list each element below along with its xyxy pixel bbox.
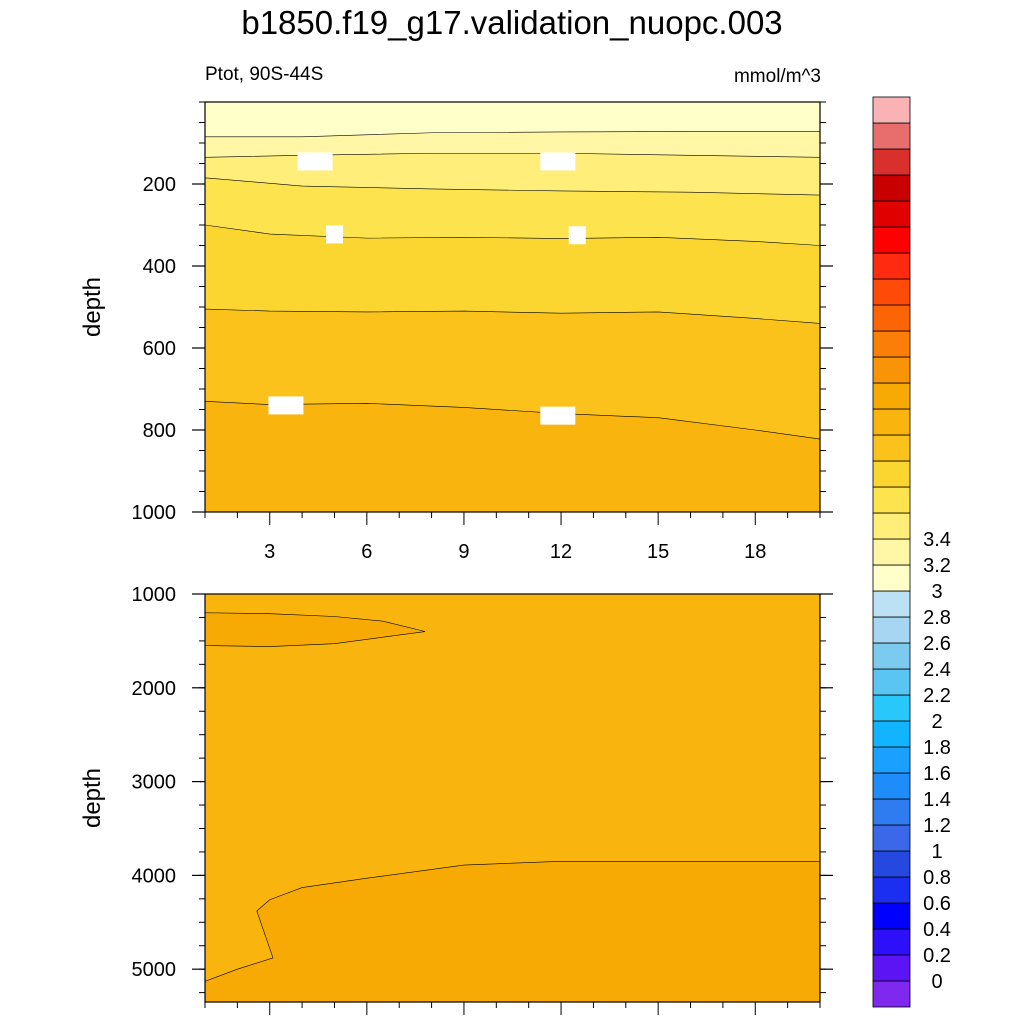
colorbar-swatch <box>872 720 911 748</box>
colorbar-tick-label: 2.4 <box>923 659 951 681</box>
y-axis-label: depth <box>79 768 106 828</box>
colorbar-tick-label: 0 <box>931 971 942 993</box>
colorbar-swatch <box>872 590 911 618</box>
y-tick-label: 1000 <box>132 584 177 606</box>
colorbar-swatch <box>872 668 911 696</box>
y-tick-label: 3000 <box>132 772 177 794</box>
colorbar-swatch <box>872 460 911 488</box>
y-tick-label: 4000 <box>132 865 177 887</box>
subtitle-units: mmol/m^3 <box>733 66 821 87</box>
contour-label-box <box>568 226 586 245</box>
colorbar-tick-label: 2.6 <box>923 633 951 655</box>
contour-line-1.8 <box>205 152 820 158</box>
colorbar-tick-label: 2 <box>931 711 942 733</box>
y-tick-label: 800 <box>143 420 176 442</box>
colorbar-tick-label: 3 <box>931 581 942 603</box>
colorbar-swatch <box>872 798 911 826</box>
y-tick-label: 2000 <box>132 678 177 700</box>
colorbar-swatch <box>872 408 911 436</box>
colorbar-swatch <box>872 434 911 462</box>
colorbar-tick-label: 0.6 <box>923 893 951 915</box>
colorbar-swatch <box>872 330 911 358</box>
colorbar-swatch <box>872 512 911 540</box>
colorbar-tick-label: 1.4 <box>923 789 951 811</box>
colorbar-swatch <box>872 278 911 306</box>
figure-title: b1850.f19_g17.validation_nuopc.003 <box>241 4 783 41</box>
y-axis-label: depth <box>79 277 106 337</box>
colorbar-swatch <box>872 382 911 410</box>
subtitle-variable-region: Ptot, 90S-44S <box>205 64 324 85</box>
colorbar-tick-label: 1 <box>931 841 942 863</box>
colorbar-swatch <box>872 772 911 800</box>
colorbar-swatch <box>872 226 911 254</box>
colorbar-tick-label: 0.4 <box>923 919 951 941</box>
colorbar-swatch <box>872 928 911 956</box>
contour-line-1.9 <box>205 177 820 196</box>
colorbar-swatch <box>872 564 911 592</box>
panel-frame <box>204 593 821 1003</box>
contour-label-box <box>268 396 304 415</box>
x-tick-label: 6 <box>361 541 372 563</box>
plot-area <box>205 102 820 512</box>
y-tick-label: 5000 <box>132 959 177 981</box>
colorbar-swatch <box>872 876 911 904</box>
colorbar-swatch <box>872 850 911 878</box>
plot-area <box>205 594 820 1002</box>
contour-fill-upper-lens <box>205 612 426 647</box>
x-tick-label: 12 <box>550 541 572 563</box>
x-tick-label: 15 <box>647 541 669 563</box>
colorbar-tick-label: 0.8 <box>923 867 951 889</box>
contour-line-1.7 <box>205 131 820 138</box>
contour-label-box <box>540 152 576 171</box>
x-tick-label: 18 <box>744 541 766 563</box>
contour-label-box <box>297 152 333 171</box>
colorbar-swatch <box>872 122 911 150</box>
colorbar-tick-label: 1.2 <box>923 815 951 837</box>
upper-panel: 200 400 600 800 1000 3 6 9 12 15 18 depth <box>79 101 833 563</box>
contour-line-2.1 <box>205 308 820 324</box>
y-tick-label: 200 <box>143 174 176 196</box>
lower-panel: 1000 2000 3000 4000 5000 depth <box>79 584 833 1015</box>
colorbar-swatch <box>872 96 911 124</box>
y-tick-label: 600 <box>143 338 176 360</box>
colorbar-tick-label: 2.2 <box>923 685 951 707</box>
contour-fill-deep-water <box>205 861 820 1002</box>
colorbar-swatch <box>872 200 911 228</box>
colorbar-swatch <box>872 486 911 514</box>
colorbar-swatch <box>872 694 911 722</box>
colorbar-swatch <box>872 174 911 202</box>
x-tick-label: 3 <box>264 541 275 563</box>
contour-label-box <box>325 225 343 244</box>
colorbar-swatch <box>872 642 911 670</box>
colorbar-swatch <box>872 746 911 774</box>
colorbar-swatch <box>872 902 911 930</box>
colorbar-tick-label: 1.6 <box>923 763 951 785</box>
colorbar: 0 0.2 0.4 0.6 0.8 1 1.2 1.4 1.6 1.8 2 2.2 2.4 2.6 2.8 3… <box>872 96 951 1008</box>
contour-label-box <box>540 406 576 425</box>
y-tick-label: 1000 <box>132 502 177 524</box>
colorbar-swatch <box>872 252 911 280</box>
colorbar-swatch <box>872 824 911 852</box>
colorbar-swatch <box>872 616 911 644</box>
colorbar-swatch <box>872 954 911 982</box>
colorbar-tick-label: 1.8 <box>923 737 951 759</box>
colorbar-tick-label: 3.4 <box>923 529 951 551</box>
colorbar-tick-label: 0.2 <box>923 945 951 967</box>
colorbar-swatch <box>872 980 911 1008</box>
colorbar-swatch <box>872 304 911 332</box>
x-tick-label: 9 <box>458 541 469 563</box>
contour-band-1.7 <box>205 102 820 137</box>
contour-line-2 <box>205 224 820 246</box>
colorbar-swatch <box>872 356 911 384</box>
colorbar-tick-label: 3.2 <box>923 555 951 577</box>
colorbar-tick-label: 2.8 <box>923 607 951 629</box>
y-tick-label: 400 <box>143 256 176 278</box>
colorbar-swatch <box>872 148 911 176</box>
colorbar-swatch <box>872 538 911 566</box>
